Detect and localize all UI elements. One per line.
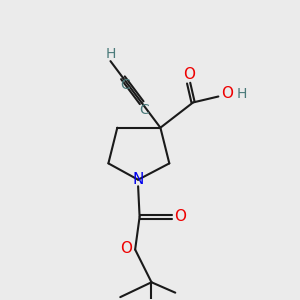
Text: O: O — [183, 67, 195, 82]
Text: C: C — [121, 78, 130, 92]
Text: O: O — [221, 86, 233, 101]
Text: N: N — [132, 172, 144, 187]
Text: C: C — [139, 103, 149, 117]
Text: H: H — [236, 86, 247, 100]
Text: O: O — [175, 209, 187, 224]
Text: O: O — [120, 241, 132, 256]
Text: H: H — [105, 47, 116, 61]
